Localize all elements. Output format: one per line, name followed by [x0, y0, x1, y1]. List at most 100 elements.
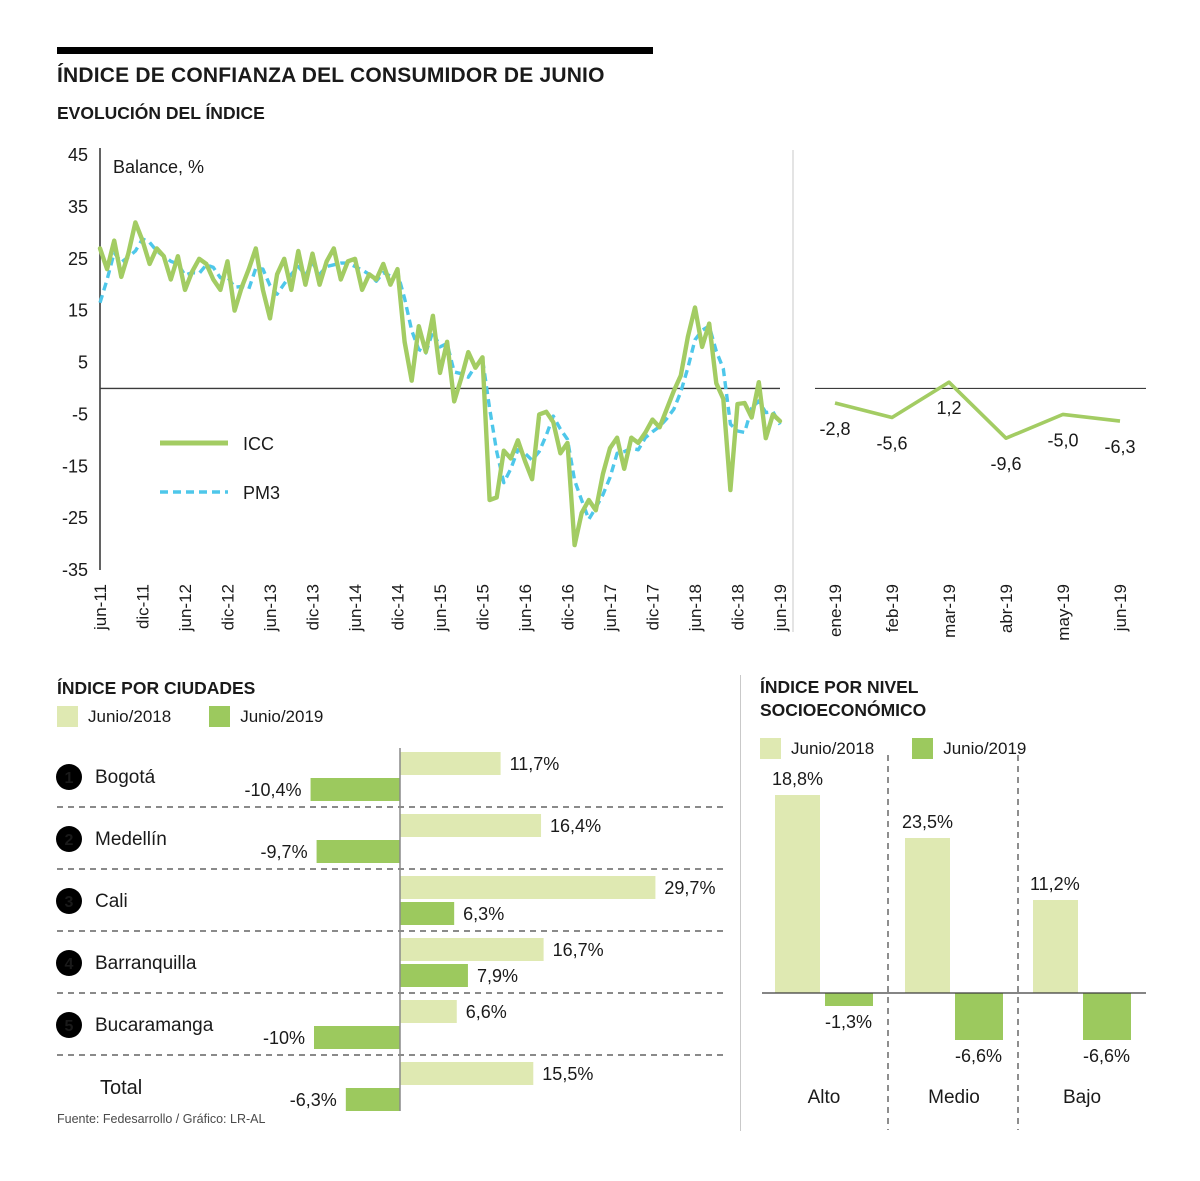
- source-credit: Fuente: Fedesarrollo / Gráfico: LR-AL: [57, 1112, 266, 1126]
- socio-title-line2: SOCIOECONÓMICO: [760, 699, 927, 720]
- bar-junio-2018: [400, 814, 542, 837]
- x-tick-label: dic-12: [219, 584, 238, 630]
- city-label: Barranquilla: [95, 953, 197, 974]
- x-tick-label: jun-15: [431, 584, 450, 632]
- bar-junio-2019: [1083, 993, 1131, 1040]
- legend-label-2019: Junio/2019: [240, 706, 324, 726]
- icc-line: [97, 220, 783, 548]
- y-axis-title: Balance, %: [113, 157, 204, 177]
- y-tick-label: 5: [78, 353, 88, 373]
- rank-badge: [56, 888, 82, 914]
- group-label: Bajo: [1063, 1087, 1101, 1108]
- y-tick-label: 35: [68, 197, 88, 217]
- bar-2018-value-label: 15,5%: [542, 1064, 593, 1084]
- rank-badge: [56, 764, 82, 790]
- bar-2019-value-label: -6,6%: [955, 1046, 1002, 1066]
- cities-legend: Junio/2018 Junio/2019: [57, 706, 323, 727]
- bar-2019-value-label: -10,4%: [245, 780, 302, 800]
- bar-2019-value-label: 6,3%: [463, 904, 504, 924]
- x-tick-label: dic-17: [644, 584, 663, 630]
- x-tick-label: jun-11: [91, 584, 110, 631]
- mini-x-tick-label: abr-19: [997, 584, 1016, 633]
- mini-value-label: 1,2: [936, 398, 961, 418]
- rank-number: 3: [65, 894, 74, 911]
- title-accent-bar: [57, 47, 653, 54]
- bar-2018-value-label: 16,4%: [550, 816, 601, 836]
- pm3-line: [98, 237, 782, 521]
- bar-2019-value-label: -1,3%: [825, 1012, 872, 1032]
- bar-2018-value-label: 6,6%: [466, 1002, 507, 1022]
- x-tick-label: jun-13: [261, 584, 280, 632]
- city-label: Cali: [95, 891, 128, 912]
- bar-junio-2018: [400, 1062, 534, 1085]
- legend-label-2018: Junio/2018: [791, 738, 875, 758]
- mini-value-label: -5,6: [876, 433, 907, 453]
- x-tick-label: dic-15: [474, 584, 493, 630]
- city-label: Total: [100, 1077, 142, 1099]
- x-tick-label: jun-18: [686, 584, 705, 632]
- y-tick-label: 45: [68, 145, 88, 165]
- bar-2018-value-label: 18,8%: [772, 769, 823, 789]
- bar-junio-2019: [316, 840, 400, 863]
- bar-2019-value-label: -6,6%: [1083, 1046, 1130, 1066]
- cities-section-title: ÍNDICE POR CIUDADES: [57, 678, 256, 698]
- mini-line: [834, 380, 1121, 441]
- bar-junio-2019: [310, 778, 400, 801]
- bar-junio-2018: [1033, 900, 1078, 993]
- bar-2018-value-label: 11,7%: [510, 754, 560, 774]
- socio-title-line1: ÍNDICE POR NIVEL: [760, 677, 919, 697]
- bar-2019-value-label: 7,9%: [477, 966, 518, 986]
- page-title: ÍNDICE DE CONFIANZA DEL CONSUMIDOR DE JU…: [57, 64, 605, 87]
- bar-junio-2018: [400, 876, 656, 899]
- legend-label-2019: Junio/2019: [943, 738, 1027, 758]
- bar-2018-value-label: 11,2%: [1030, 874, 1080, 894]
- bar-2019-value-label: -6,3%: [290, 1090, 337, 1110]
- group-label: Medio: [928, 1087, 980, 1108]
- y-tick-label: 15: [68, 301, 88, 321]
- group-label: Alto: [808, 1087, 841, 1108]
- bar-junio-2019: [400, 902, 455, 925]
- legend-swatch-2019: [209, 706, 231, 727]
- bar-junio-2019: [345, 1088, 400, 1111]
- x-tick-label: jun-16: [516, 584, 535, 632]
- x-tick-label: jun-17: [601, 584, 620, 632]
- mini-value-label: -9,6: [990, 454, 1021, 474]
- x-tick-label: dic-18: [729, 584, 748, 630]
- rank-badge: [56, 826, 82, 852]
- y-tick-label: -35: [62, 560, 88, 580]
- city-label: Medellín: [95, 829, 167, 850]
- cities-chart: 11,7% -10,4% 1 Bogotá 16,4% -9,7% 2 Medellín 29,…: [56, 748, 725, 1111]
- bar-2019-value-label: -10%: [263, 1028, 305, 1048]
- bar-2018-value-label: 23,5%: [902, 812, 953, 832]
- city-label: Bucaramanga: [95, 1015, 214, 1036]
- mini-value-label: -5,0: [1047, 430, 1078, 450]
- rank-number: 1: [65, 770, 74, 787]
- y-tick-label: -5: [72, 404, 88, 424]
- bar-junio-2019: [400, 964, 468, 987]
- socio-section-title: ÍNDICE POR NIVEL SOCIOECONÓMICO: [760, 676, 926, 722]
- y-tick-label: 25: [68, 249, 88, 269]
- bar-2018-value-label: 16,7%: [553, 940, 604, 960]
- bar-junio-2018: [905, 838, 950, 993]
- mini-x-tick-label: mar-19: [940, 584, 959, 638]
- bar-junio-2018: [400, 1000, 457, 1023]
- x-tick-label: jun-19: [771, 584, 790, 632]
- bar-junio-2018: [400, 752, 501, 775]
- y-tick-label: -25: [62, 508, 88, 528]
- mini-x-tick-label: ene-19: [826, 584, 845, 637]
- y-tick-label: -15: [62, 456, 88, 476]
- bar-junio-2019: [314, 1026, 400, 1049]
- mini-value-label: -2,8: [819, 419, 850, 439]
- evolution-section-title: EVOLUCIÓN DEL ÍNDICE: [57, 103, 265, 123]
- legend-swatch-2018: [760, 738, 781, 759]
- mini-x-tick-label: jun-19: [1111, 584, 1130, 632]
- x-tick-label: dic-11: [134, 584, 153, 629]
- legend-swatch-2019: [912, 738, 934, 759]
- rank-number: 5: [65, 1018, 74, 1035]
- mini-x-tick-label: feb-19: [883, 584, 902, 632]
- rank-badge: [56, 950, 82, 976]
- legend-icc-label: ICC: [243, 434, 274, 454]
- x-tick-label: dic-13: [304, 584, 323, 630]
- rank-number: 2: [65, 832, 74, 849]
- section-divider: [740, 675, 741, 1131]
